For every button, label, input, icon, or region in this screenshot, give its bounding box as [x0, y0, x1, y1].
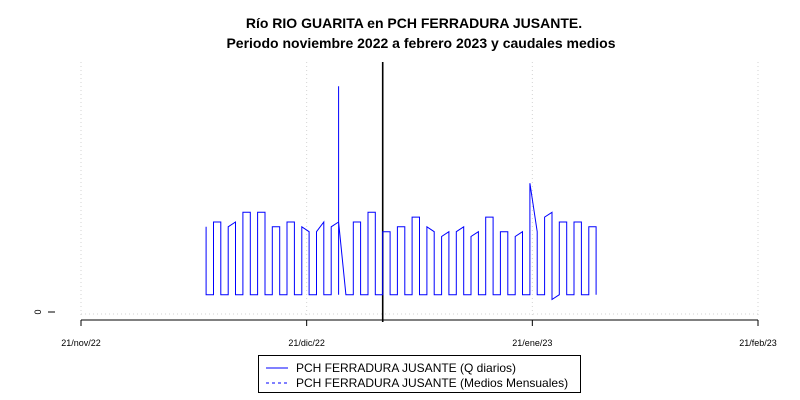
x-tick-label: 21/ene/23: [512, 338, 552, 348]
series: [205, 86, 597, 301]
legend-label-daily: PCH FERRADURA JUSANTE (Q diarios): [296, 361, 516, 375]
y-axis: 0: [33, 309, 55, 315]
x-tick-label: 21/feb/23: [739, 338, 777, 348]
x-tick-label: 21/nov/22: [61, 338, 101, 348]
legend: PCH FERRADURA JUSANTE (Q diarios) PCH FE…: [258, 355, 581, 393]
legend-box: [258, 355, 581, 393]
x-ticks: 21/nov/22 21/dic/22 21/ene/23 21/feb/23: [61, 320, 777, 348]
series-line-daily: [205, 86, 597, 301]
grid: [80, 62, 759, 316]
legend-label-monthly: PCH FERRADURA JUSANTE (Medios Mensuales): [296, 376, 568, 390]
chart-title: Río RIO GUARITA en PCH FERRADURA JUSANTE…: [246, 15, 582, 31]
y-tick-label-0: 0: [33, 309, 43, 314]
chart-subtitle: Periodo noviembre 2022 a febrero 2023 y …: [226, 35, 615, 51]
x-tick-label: 21/dic/22: [288, 338, 325, 348]
